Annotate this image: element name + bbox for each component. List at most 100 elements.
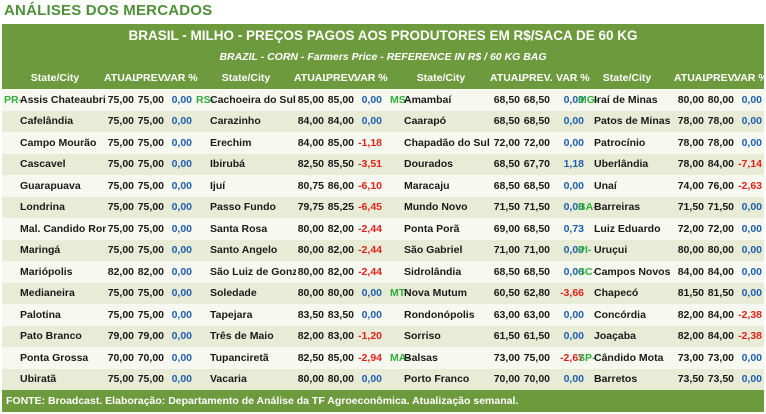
price-prev: 68,50 — [524, 179, 550, 192]
price-prev: 71,00 — [524, 244, 550, 257]
price-atual: 79,75 — [298, 201, 324, 214]
price-prev: 71,50 — [524, 201, 550, 214]
price-atual: 68,50 — [494, 93, 520, 106]
price-prev: 70,00 — [138, 351, 164, 364]
header-var: VAR % — [556, 71, 590, 84]
table-row: Campo Mourão 75,00 75,00 0,00 Erechim 84,00 85… — [2, 132, 764, 154]
price-prev: 68,50 — [524, 265, 550, 278]
var-percent: -3,66 — [560, 287, 584, 300]
city-name: Pato Branco — [20, 330, 82, 343]
city-name: Luiz Eduardo — [594, 222, 661, 235]
price-prev: 81,50 — [708, 287, 734, 300]
city-name: Unaí — [594, 179, 617, 192]
var-percent: 0,00 — [741, 222, 762, 235]
city-name: Joaçaba — [594, 330, 637, 343]
var-percent: 0,00 — [171, 115, 192, 128]
var-percent: 0,00 — [741, 244, 762, 257]
var-percent: -1,18 — [358, 136, 382, 149]
var-percent: 0,00 — [741, 93, 762, 106]
city-name: Chapecó — [594, 287, 639, 300]
price-atual: 70,00 — [494, 373, 520, 386]
table-row: PR-Assis Chateaubriand75,0075,000,00RS-C… — [2, 89, 764, 111]
table-row: Guarapuava 75,00 75,00 0,00 Ijuí 80,75 86,00 -6… — [2, 175, 764, 197]
var-percent: -2,44 — [358, 244, 382, 257]
city-name: Patos de Minas — [594, 115, 671, 128]
price-atual: 84,00 — [298, 136, 324, 149]
var-percent: 0,73 — [563, 222, 584, 235]
price-atual: 80,00 — [678, 244, 704, 257]
var-percent: 0,00 — [171, 265, 192, 278]
var-percent: 0,00 — [171, 308, 192, 321]
header-row: State/City ATUAL PREV. VAR % State/City ATUAL… — [2, 66, 766, 89]
price-prev: 85,00 — [328, 93, 354, 106]
price-prev: 78,00 — [708, 136, 734, 149]
price-prev: 84,00 — [708, 158, 734, 171]
city-name: Cachoeira do Sul — [210, 93, 296, 106]
price-atual: 82,00 — [298, 330, 324, 343]
city-name: Londrina — [20, 201, 65, 214]
price-prev: 75,00 — [138, 308, 164, 321]
table-row: Ubiratã 75,00 75,00 0,00 Vacaria 80,00 80,00 0,… — [2, 368, 764, 390]
price-atual: 70,00 — [108, 351, 134, 364]
var-percent: -2,38 — [738, 330, 762, 343]
var-percent: 0,00 — [171, 351, 192, 364]
var-percent: 0,00 — [741, 265, 762, 278]
state-prefix: MT- — [390, 287, 409, 300]
price-prev: 71,50 — [708, 201, 734, 214]
state-prefix: MG- — [578, 93, 599, 106]
price-prev: 68,50 — [524, 222, 550, 235]
price-prev: 80,00 — [708, 244, 734, 257]
var-percent: -2,94 — [358, 351, 382, 364]
city-name: Ijuí — [210, 179, 226, 192]
table-row: Cascavel 75,00 75,00 0,00 Ibirubá 82,50 85,50-… — [2, 153, 764, 175]
header-var: VAR % — [354, 71, 388, 84]
city-name: Patrocínio — [594, 136, 646, 149]
city-name: Chapadão do Sul — [404, 136, 490, 149]
var-percent: 0,00 — [563, 93, 584, 106]
price-prev: 84,00 — [328, 115, 354, 128]
table-title: BRASIL - MILHO - PREÇOS PAGOS AOS PRODUT… — [2, 24, 764, 48]
header-state-city: State/City — [221, 71, 271, 84]
city-name: Uberlândia — [594, 158, 649, 171]
price-atual: 80,00 — [298, 287, 324, 300]
price-atual: 73,50 — [678, 373, 704, 386]
price-atual: 82,00 — [678, 330, 704, 343]
city-name: Três de Maio — [210, 330, 274, 343]
state-prefix: RS- — [196, 93, 215, 106]
price-prev: 75,00 — [138, 115, 164, 128]
city-name: Santa Rosa — [210, 222, 268, 235]
city-name: Amambaí — [404, 93, 452, 106]
price-atual: 75,00 — [108, 308, 134, 321]
price-prev: 72,00 — [708, 222, 734, 235]
city-name: São Gabriel — [404, 244, 463, 257]
price-prev: 79,00 — [138, 330, 164, 343]
city-name: Rondonópolis — [404, 308, 475, 321]
price-prev: 73,50 — [708, 373, 734, 386]
price-prev: 75,00 — [138, 287, 164, 300]
city-name: Mundo Novo — [404, 201, 468, 214]
city-name: Erechim — [210, 136, 252, 149]
price-table: PR-Assis Chateaubriand75,0075,000,00RS-C… — [2, 89, 764, 390]
var-percent: 0,00 — [563, 115, 584, 128]
price-atual: 69,00 — [494, 222, 520, 235]
price-atual: 82,00 — [678, 308, 704, 321]
source-footer: FONTE: Broadcast. Elaboração: Departamen… — [2, 390, 764, 412]
var-percent: -1,20 — [358, 330, 382, 343]
city-name: Iraí de Minas — [594, 93, 658, 106]
header-prev: PREV. — [522, 71, 553, 84]
table-row: Ponta Grossa 70,00 70,00 0,00 Tupanciretã 82,… — [2, 347, 764, 369]
price-prev: 82,00 — [328, 244, 354, 257]
price-atual: 75,00 — [108, 373, 134, 386]
header-atual: ATUAL — [674, 71, 709, 84]
state-prefix: PR- — [4, 93, 23, 106]
header-state-city: State/City — [416, 71, 466, 84]
price-prev: 75,00 — [138, 201, 164, 214]
price-atual: 75,00 — [108, 201, 134, 214]
price-atual: 80,00 — [298, 244, 324, 257]
section-title: ANÁLISES DOS MERCADOS — [4, 2, 213, 19]
var-percent: 0,00 — [563, 308, 584, 321]
price-prev: 85,50 — [328, 158, 354, 171]
var-percent: 0,00 — [741, 115, 762, 128]
city-name: Cândido Mota — [594, 351, 664, 364]
city-name: Dourados — [404, 158, 454, 171]
